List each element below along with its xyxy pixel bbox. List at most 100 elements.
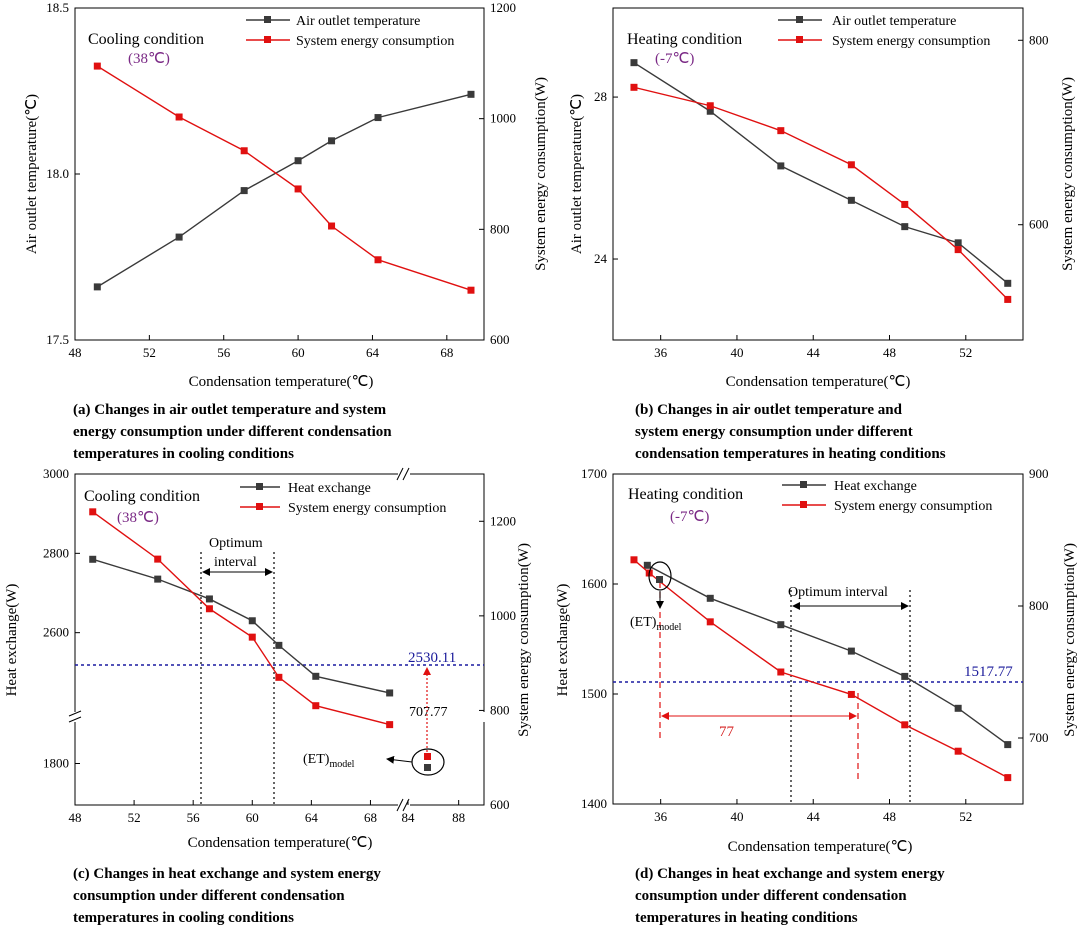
break-mask-left-c <box>70 712 82 722</box>
caption-d-line2: consumption under different condensation <box>635 888 907 904</box>
ylabel-right-c: System energy consumption(W) <box>516 543 532 737</box>
point-c-0-4 <box>275 641 283 649</box>
ytick-right-label-d-0: 700 <box>1029 730 1049 745</box>
xtick-label-d-3: 48 <box>883 809 896 824</box>
caption-c-line3: temperatures in cooling conditions <box>73 910 294 926</box>
ytick-right-label-c-3: 1200 <box>490 513 516 528</box>
series-line-a-1 <box>96 65 472 291</box>
optimum-label-c-1: Optimum <box>209 536 263 551</box>
xtick-label-c-1: 52 <box>128 810 141 825</box>
ref-value-d: 1517.77 <box>964 664 1013 680</box>
plot-frame-b <box>612 7 1024 341</box>
condition-c: Cooling condition <box>84 488 200 505</box>
legend-c-red-marker <box>256 503 263 510</box>
point-a-1-5 <box>374 256 382 264</box>
ytick-left-label-d-2: 1600 <box>581 576 607 591</box>
ylabel-left-d: Heat exchange(W) <box>555 584 571 697</box>
condition-sub-b: (-7℃) <box>655 51 694 67</box>
model-label-d-main: (ET) <box>630 615 657 630</box>
point-c-1-2 <box>205 605 213 613</box>
xtick-label-a-2: 56 <box>217 345 231 360</box>
point-b-1-1 <box>706 102 714 110</box>
ytick-left-label-a-1: 18.0 <box>46 166 69 181</box>
point-c-1-0 <box>89 508 97 516</box>
xtick-label-c-3: 60 <box>246 810 259 825</box>
optimum-label-c-2: interval <box>214 555 257 570</box>
point-b-0-3 <box>847 196 855 204</box>
point-b-1-2 <box>777 127 785 135</box>
model-circle-d <box>648 561 672 591</box>
point-a-1-3 <box>294 185 302 193</box>
xtick-label-a-1: 52 <box>143 345 156 360</box>
xtick-label-b-3: 48 <box>883 345 896 360</box>
model-label-c: (ET)model <box>303 752 355 770</box>
legend-c: Heat exchange System energy consumption <box>240 481 446 516</box>
model-point-red-c <box>424 753 431 760</box>
xtick-label-d-4: 52 <box>959 809 972 824</box>
xtick-label-c-0: 48 <box>69 810 82 825</box>
plot-frame-d <box>612 473 1024 805</box>
ref-value2-c: 707.77 <box>409 705 448 720</box>
xtick-label-d-0: 36 <box>654 809 668 824</box>
point-d-1-6 <box>954 747 962 755</box>
series-c <box>89 508 394 729</box>
point-a-0-0 <box>93 283 101 291</box>
point-b-1-0 <box>630 83 638 91</box>
point-c-1-4 <box>275 673 283 681</box>
series-a <box>93 62 475 294</box>
point-a-1-1 <box>175 113 183 121</box>
legend-b-red-label: System energy consumption <box>832 34 990 49</box>
xtick-label-b-4: 52 <box>959 345 972 360</box>
xtick-label-b-1: 40 <box>730 345 743 360</box>
ylabel-left-a: Air outlet temperature(℃) <box>24 94 40 254</box>
point-c-0-3 <box>248 617 256 625</box>
point-a-1-4 <box>328 222 336 230</box>
point-d-1-2 <box>706 618 714 626</box>
panel-c: 48 52 56 60 64 68 88 84 1800 2600 2800 3000 600 800 10… <box>4 466 532 926</box>
ytick-right-label-a-0: 600 <box>490 332 510 347</box>
point-b-1-5 <box>954 246 962 254</box>
caption-a-line2: energy consumption under different conde… <box>73 424 392 440</box>
series-line-c-0 <box>92 558 390 694</box>
ytick-right-label-b-0: 600 <box>1029 217 1049 232</box>
ticks-c: 48 52 56 60 64 68 88 84 1800 2600 2800 3000 600 800 10… <box>43 466 516 825</box>
ytick-left-label-a-2: 18.5 <box>46 0 69 15</box>
point-d-0-2 <box>777 621 785 629</box>
caption-d-line3: temperatures in heating conditions <box>635 910 858 926</box>
point-b-1-3 <box>847 161 855 169</box>
model-point-black-d <box>656 576 663 583</box>
legend-a: Air outlet temperature System energy con… <box>246 14 454 49</box>
point-c-1-6 <box>386 721 394 729</box>
point-b-0-5 <box>954 239 962 247</box>
point-d-1-0 <box>630 556 638 564</box>
xtick-label-a-5: 68 <box>440 345 453 360</box>
legend-a-black-marker <box>264 16 271 23</box>
ylabel-right-b: System energy consumption(W) <box>1060 77 1076 271</box>
legend-a-red-marker <box>264 36 271 43</box>
ytick-left-label-d-0: 1400 <box>581 796 607 811</box>
ytick-left-label-a-0: 17.5 <box>46 332 69 347</box>
caption-a-line1: (a) Changes in air outlet temperature an… <box>73 402 387 418</box>
point-b-1-6 <box>1004 295 1012 303</box>
ytick-right-label-c-2: 1000 <box>490 608 516 623</box>
ytick-left-label-b-0: 24 <box>594 251 608 266</box>
point-c-0-0 <box>89 555 97 563</box>
condition-a: Cooling condition <box>88 31 204 48</box>
condition-sub-a: (38℃) <box>128 51 170 67</box>
legend-c-black-label: Heat exchange <box>288 481 371 496</box>
ytick-left-label-c-2: 2800 <box>43 545 69 560</box>
point-d-0-3 <box>847 647 855 655</box>
xtick-label-d-1: 40 <box>730 809 743 824</box>
point-d-0-5 <box>954 704 962 712</box>
legend-d-black-label: Heat exchange <box>834 479 917 494</box>
condition-sub-c: (38℃) <box>117 510 159 526</box>
model-label-d-sub: model <box>656 622 681 633</box>
legend-a-black-label: Air outlet temperature <box>296 14 420 29</box>
series-line-b-0 <box>633 62 1009 284</box>
caption-b-line3: condensation temperatures in heating con… <box>635 446 946 462</box>
point-a-0-2 <box>240 187 248 195</box>
point-d-0-0 <box>643 561 651 569</box>
ylabel-left-c: Heat exchange(W) <box>4 584 20 697</box>
point-c-0-1 <box>154 575 162 583</box>
